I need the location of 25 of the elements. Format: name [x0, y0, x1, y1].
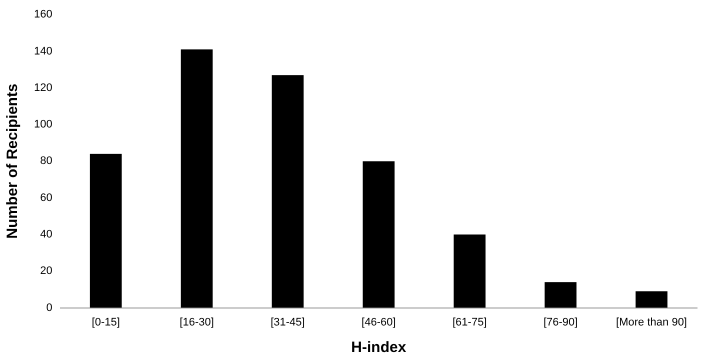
- y-tick-label: 20: [40, 265, 52, 278]
- x-tick-label: [16-30]: [180, 316, 214, 328]
- bar: [362, 161, 395, 308]
- y-tick-label: 0: [46, 302, 52, 314]
- bar: [544, 282, 576, 308]
- y-tick-label: 80: [40, 155, 52, 168]
- y-tick-label: 100: [34, 118, 52, 131]
- bar: [454, 234, 486, 308]
- y-tick-label: 40: [40, 228, 52, 241]
- y-tick-label: 60: [40, 192, 52, 204]
- y-axis-title: Number of Recipients: [4, 84, 22, 239]
- bar: [90, 154, 122, 308]
- x-tick-label: [31-45]: [270, 316, 305, 328]
- y-tick-label: 160: [34, 8, 52, 21]
- x-tick-label: [More than 90]: [616, 316, 687, 328]
- x-axis-title: H-index: [351, 339, 407, 356]
- y-tick-label: 140: [34, 45, 52, 58]
- x-tick-label: [46-60]: [362, 316, 396, 328]
- bar: [180, 49, 213, 308]
- x-tick-label: [61-75]: [452, 316, 487, 328]
- bar: [272, 75, 304, 308]
- bar: [636, 291, 668, 308]
- x-tick-label: [0-15]: [92, 316, 120, 328]
- x-tick-label: [76-90]: [543, 316, 578, 328]
- y-tick-label: 120: [34, 82, 52, 94]
